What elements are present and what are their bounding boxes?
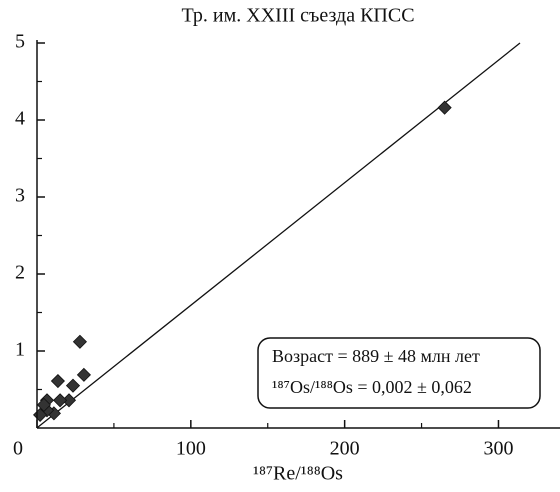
point [65, 378, 81, 393]
annotation: ¹⁸⁷Os/¹⁸⁸Os = 0,002 ± 0,062 [272, 377, 472, 397]
point [76, 367, 91, 382]
y-tick-label: 3 [15, 185, 25, 207]
chart-title: Тр. им. XXIII съезда КПСС [181, 5, 414, 27]
x-tick-label: 100 [176, 438, 206, 460]
y-tick-label: 4 [15, 108, 25, 130]
point [437, 100, 452, 115]
annotation-box [257, 337, 541, 409]
x-axis-label: ¹⁸⁷Re/¹⁸⁸Os [253, 463, 343, 485]
x-tick-label: 200 [330, 438, 360, 460]
annotation: Возраст = 889 ± 48 млн лет [272, 346, 480, 366]
y-tick-label: 5 [15, 31, 25, 53]
point [50, 373, 65, 389]
y-tick-label: 1 [15, 339, 25, 361]
point [53, 393, 68, 408]
y-tick-label: 2 [15, 262, 25, 284]
point [36, 397, 51, 412]
point [72, 334, 87, 349]
x-tick-label: 300 [483, 438, 513, 460]
x-tick-label: 0 [13, 438, 23, 460]
